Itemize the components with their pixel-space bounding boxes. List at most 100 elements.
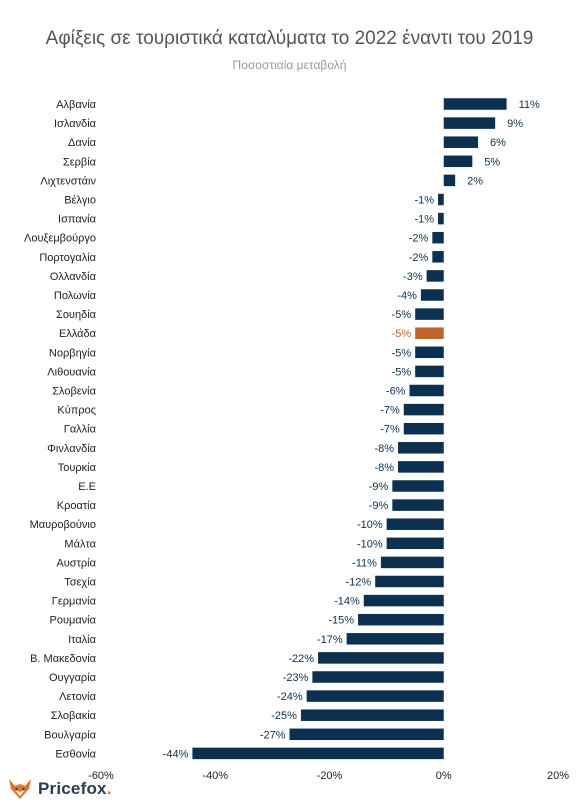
value-label: -23%: [283, 672, 309, 684]
value-label: -24%: [277, 691, 303, 703]
category-label: Ισλανδία: [54, 118, 97, 130]
category-label: Εσθονία: [55, 748, 96, 760]
category-label: Σλοβενία: [52, 386, 96, 398]
value-label: -5%: [392, 366, 412, 378]
x-tick-label: -20%: [317, 770, 343, 782]
category-label: Φινλανδία: [47, 443, 96, 455]
value-label: -6%: [386, 386, 406, 398]
bar-row-26: [363, 594, 444, 607]
bar-row-19: [398, 461, 444, 473]
bar-row-14: [415, 365, 444, 378]
value-label: 11%: [519, 99, 540, 111]
brand-name-text: Pricefox: [38, 779, 107, 798]
category-label: Δανία: [68, 137, 97, 149]
category-label: Σουηδία: [56, 309, 97, 321]
category-label: Τσεχία: [64, 577, 96, 589]
bar-row-7: [432, 231, 444, 244]
value-label: -2%: [409, 252, 429, 264]
value-label: -8%: [374, 443, 394, 455]
value-label: -15%: [328, 615, 354, 627]
category-label: Κύπρος: [57, 405, 96, 417]
value-label: -12%: [346, 577, 372, 589]
bar-row-11: [415, 308, 444, 320]
category-label: Πορτογαλία: [39, 252, 96, 264]
value-label: -8%: [374, 462, 394, 474]
bar-row-16: [403, 403, 444, 416]
bar-row-17: [403, 422, 444, 435]
value-label: -2%: [409, 233, 429, 245]
category-label: Ουγγαρία: [49, 672, 97, 684]
category-label: Μαυροβούνιο: [30, 519, 96, 531]
category-label: Μάλτα: [64, 538, 96, 550]
brand-name-dot: .: [106, 779, 112, 798]
value-label: -9%: [369, 500, 389, 512]
value-label: -4%: [397, 290, 417, 302]
bar-row-28: [346, 633, 444, 645]
fox-icon: [9, 779, 31, 799]
bar-row-12: [415, 327, 444, 339]
category-label: Γαλλία: [64, 424, 97, 436]
value-label: -5%: [392, 347, 412, 359]
bar-row-5: [438, 193, 444, 206]
category-label: Αλβανία: [56, 99, 96, 111]
bar-row-34: [192, 747, 444, 760]
category-label: Ε.Ε: [78, 481, 96, 493]
bar-row-31: [306, 690, 444, 702]
value-label: -17%: [317, 634, 343, 646]
bar-row-9: [426, 270, 444, 282]
bar-row-25: [375, 575, 444, 588]
x-tick-label: 20%: [547, 770, 569, 782]
category-label: Βέλγιο: [64, 195, 96, 207]
value-label: -11%: [352, 557, 377, 569]
bar-row-3: [443, 155, 473, 168]
value-label: 5%: [484, 156, 500, 168]
x-tick-label: 0%: [436, 770, 452, 782]
x-tick-label: -60%: [88, 770, 114, 782]
category-label: Λιχτενστάιν: [40, 175, 96, 187]
category-label: Σερβία: [63, 156, 97, 168]
chart-subtitle: Ποσοστιαία μεταβολή: [232, 58, 347, 72]
category-label: Αυστρία: [56, 557, 96, 569]
value-label: -5%: [392, 328, 412, 340]
value-label: -10%: [357, 538, 383, 550]
bar-row-0: [443, 98, 507, 110]
brand-name: Pricefox.: [38, 779, 112, 799]
category-label: Ιταλία: [68, 634, 97, 646]
category-label: Λιθουανία: [47, 366, 96, 378]
category-label: Λουξεμβούργο: [24, 233, 96, 245]
bar-row-8: [432, 251, 444, 263]
bar-row-32: [300, 709, 444, 721]
bar-row-33: [289, 728, 444, 741]
category-label: Κροατία: [57, 500, 97, 512]
value-label: 9%: [507, 118, 523, 130]
category-label: Ελλάδα: [59, 328, 97, 340]
value-label: 6%: [490, 137, 506, 149]
bar-row-10: [420, 289, 444, 301]
bar-row-27: [358, 613, 444, 626]
value-label: -25%: [271, 710, 297, 722]
bar-row-15: [409, 384, 444, 397]
category-label: Πολωνία: [54, 290, 97, 302]
value-label: -22%: [288, 653, 314, 665]
category-label: Ολλανδία: [50, 271, 97, 283]
bar-row-24: [380, 556, 444, 569]
category-labels: Αλβανία Ισλανδία Δανία Σερβία Λιχτενστάιν Βέλ…: [24, 99, 97, 760]
category-label: Λετονία: [59, 691, 97, 703]
value-label: -5%: [392, 309, 412, 321]
bar-row-6: [438, 212, 444, 225]
chart-title: Αφίξεις σε τουριστικά καταλύματα το 2022…: [45, 28, 534, 49]
value-label: -44%: [163, 748, 189, 760]
value-label: -7%: [380, 424, 400, 436]
value-label: -27%: [260, 729, 286, 741]
bar-row-21: [392, 499, 444, 511]
x-tick-label: -40%: [202, 770, 228, 782]
value-label: -10%: [357, 519, 383, 531]
x-axis-ticks: -60% -40% -20% 0% 20%: [88, 770, 569, 782]
bar-row-4: [443, 174, 456, 187]
category-label: Τουρκία: [58, 462, 97, 474]
bar-row-29: [318, 652, 444, 664]
category-label: Βουλγαρία: [44, 729, 97, 741]
value-label: -7%: [380, 405, 400, 417]
bar-row-18: [398, 442, 444, 454]
